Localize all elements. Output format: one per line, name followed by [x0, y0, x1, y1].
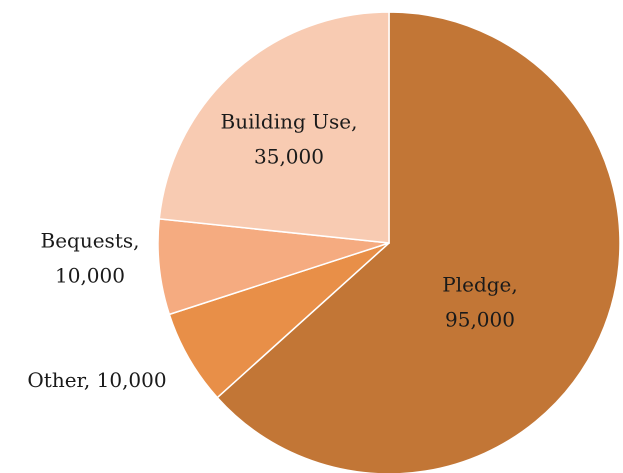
label-building-use: Building Use, 35,000: [221, 110, 358, 169]
slice-building-use: [158, 11, 390, 244]
label-pledge: Pledge, 95,000: [442, 273, 518, 332]
label-pledge-line-1: Pledge,: [442, 273, 518, 297]
pie-slices: [157, 11, 621, 473]
pie-labels: Pledge, 95,000 Other, 10,000 Bequests, 10,00…: [27, 110, 517, 393]
label-bequests-line-1: Bequests,: [41, 229, 140, 253]
label-bequests-line-2: 10,000: [55, 264, 125, 288]
label-building-use-line-1: Building Use,: [221, 110, 358, 134]
label-bequests: Bequests, 10,000: [41, 229, 140, 288]
label-other: Other, 10,000: [27, 368, 166, 392]
label-pledge-line-2: 95,000: [445, 308, 515, 332]
label-other-line-1: Other, 10,000: [27, 368, 166, 392]
label-building-use-line-2: 35,000: [254, 145, 324, 169]
slice-pledge: [216, 11, 621, 473]
